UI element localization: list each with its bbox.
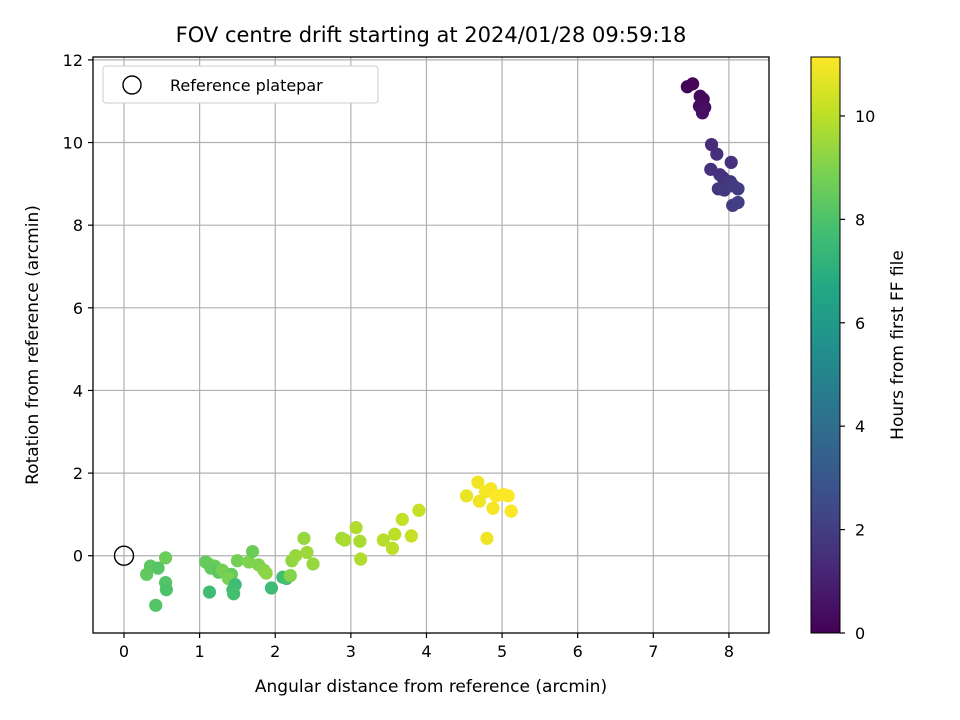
legend: Reference platepar xyxy=(102,65,379,104)
y-tick-label: 0 xyxy=(73,547,83,566)
colorbar: 0 2 4 6 8 10 Hours from first FF file xyxy=(810,56,908,643)
data-point xyxy=(504,504,518,518)
x-axis-ticks: 0 1 2 3 4 5 6 7 8 xyxy=(119,633,734,661)
data-point xyxy=(731,182,745,196)
data-point xyxy=(388,527,402,541)
colorbar-tick-label: 10 xyxy=(855,107,875,126)
data-point xyxy=(354,552,368,566)
data-point xyxy=(480,531,494,545)
colorbar-label: Hours from first FF file xyxy=(888,250,908,440)
data-point xyxy=(230,554,245,568)
x-tick-label: 5 xyxy=(497,642,507,661)
data-point xyxy=(289,549,303,563)
data-point xyxy=(376,533,390,547)
y-tick-label: 10 xyxy=(63,134,83,153)
y-tick-label: 4 xyxy=(73,381,83,400)
data-points xyxy=(113,77,745,612)
colorbar-gradient xyxy=(810,56,841,634)
plot-frame xyxy=(92,56,770,634)
data-point xyxy=(412,503,426,517)
data-point xyxy=(159,583,173,597)
data-point xyxy=(300,545,314,560)
data-point xyxy=(349,521,363,535)
x-tick-label: 6 xyxy=(573,642,583,661)
data-point xyxy=(283,568,297,583)
colorbar-tick-label: 4 xyxy=(855,417,865,436)
y-axis-label: Rotation from reference (arcmin) xyxy=(23,205,43,485)
reference-platepar-marker xyxy=(113,545,135,566)
colorbar-tick-label: 2 xyxy=(855,521,865,540)
colorbar-ticks: 0 2 4 6 8 10 xyxy=(840,107,875,643)
data-point xyxy=(710,147,724,161)
data-point xyxy=(459,489,474,503)
data-point xyxy=(264,581,279,595)
x-tick-label: 3 xyxy=(346,642,356,661)
data-point xyxy=(395,512,409,526)
data-point xyxy=(338,533,352,547)
data-point xyxy=(731,195,745,210)
x-tick-label: 4 xyxy=(421,642,431,661)
y-tick-label: 12 xyxy=(63,51,83,70)
data-point xyxy=(724,155,738,169)
x-tick-label: 2 xyxy=(270,642,280,661)
data-point xyxy=(140,567,154,581)
data-point xyxy=(227,587,241,601)
data-point xyxy=(306,557,320,571)
data-point xyxy=(695,106,710,120)
y-tick-label: 8 xyxy=(73,216,83,235)
colorbar-tick-label: 6 xyxy=(855,314,865,333)
chart-title: FOV centre drift starting at 2024/01/28 … xyxy=(176,23,687,47)
data-point xyxy=(472,494,486,508)
x-tick-label: 7 xyxy=(648,642,658,661)
data-point xyxy=(713,168,727,182)
data-point xyxy=(158,551,173,565)
data-point xyxy=(501,489,515,503)
x-tick-label: 0 xyxy=(119,642,129,661)
data-point xyxy=(471,475,485,489)
data-point xyxy=(149,598,163,612)
data-point xyxy=(353,534,367,548)
data-point xyxy=(385,541,400,555)
data-point xyxy=(404,529,418,543)
y-axis-ticks: 0 2 4 6 8 10 12 xyxy=(63,51,93,566)
y-tick-label: 2 xyxy=(73,464,83,483)
data-point xyxy=(686,77,700,91)
x-tick-label: 1 xyxy=(195,642,205,661)
data-point xyxy=(202,585,217,599)
legend-box xyxy=(102,65,379,104)
data-point xyxy=(245,544,260,559)
data-point xyxy=(486,501,500,515)
x-axis-label: Angular distance from reference (arcmin) xyxy=(255,677,607,697)
legend-marker-reference-platepar xyxy=(122,75,142,95)
colorbar-tick-label: 8 xyxy=(855,210,865,229)
data-point xyxy=(259,566,273,580)
y-tick-label: 6 xyxy=(73,299,83,318)
grid xyxy=(93,57,769,633)
data-point xyxy=(297,531,311,545)
colorbar-tick-label: 0 xyxy=(855,624,865,643)
legend-entry-reference-platepar: Reference platepar xyxy=(170,76,323,95)
data-point xyxy=(151,561,165,575)
x-tick-label: 8 xyxy=(724,642,734,661)
